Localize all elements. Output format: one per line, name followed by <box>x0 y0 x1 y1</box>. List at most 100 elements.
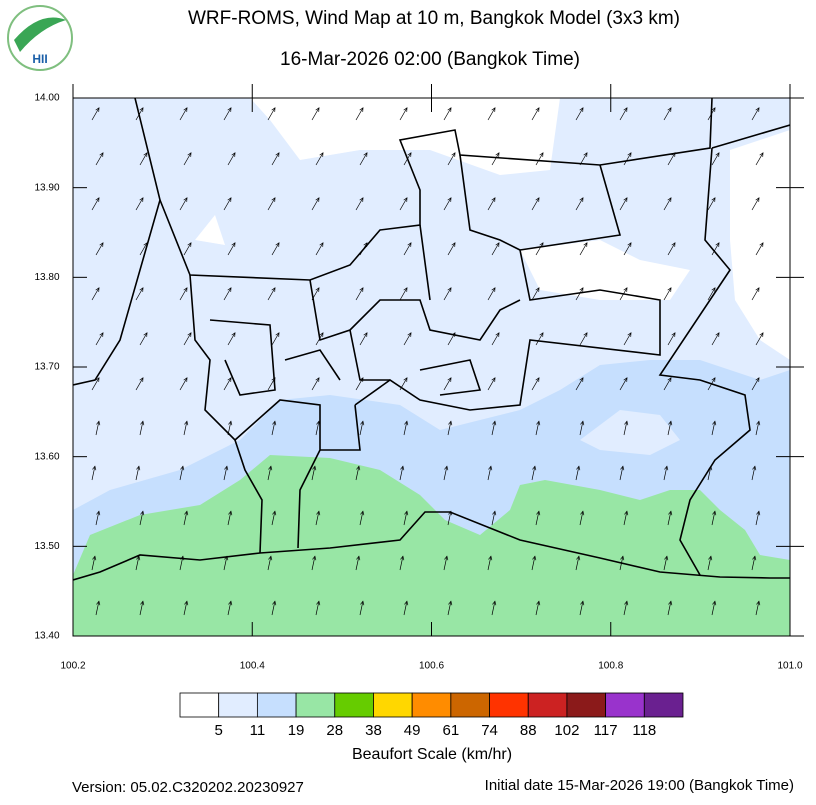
arrow-head <box>95 107 100 112</box>
arrow-shaft <box>315 601 320 616</box>
wind-arrow <box>663 555 669 571</box>
arrow-head <box>535 287 540 292</box>
arrow-shaft <box>663 287 672 301</box>
wind-arrow <box>531 197 540 211</box>
arrow-shaft <box>623 332 632 346</box>
wind-arrow <box>267 197 276 211</box>
arrow-head <box>319 332 324 337</box>
arrow-shaft <box>663 466 668 481</box>
wind-arrow <box>575 555 581 571</box>
arrow-head <box>99 242 104 247</box>
wind-arrow <box>91 197 100 211</box>
wind-arrow <box>95 510 101 526</box>
arrow-shaft <box>227 601 232 616</box>
wind-arrow <box>403 242 412 256</box>
arrow-head <box>580 420 585 426</box>
arrow-shaft <box>711 511 716 526</box>
wind-arrow <box>663 197 672 211</box>
arrow-head <box>139 107 144 112</box>
arrow-head <box>404 420 409 426</box>
arrow-shaft <box>663 197 672 211</box>
wind-arrow <box>95 152 104 166</box>
arrow-head <box>671 332 676 337</box>
wind-arrow <box>311 555 317 571</box>
arrow-shaft <box>355 197 364 211</box>
wind-arrow <box>135 465 141 481</box>
arrow-head <box>708 555 713 561</box>
arrow-shaft <box>619 377 628 391</box>
arrow-shaft <box>311 556 316 571</box>
arrow-shaft <box>751 197 760 211</box>
arrow-head <box>139 287 144 292</box>
arrow-head <box>492 420 497 426</box>
arrow-head <box>319 242 324 247</box>
wind-arrow <box>95 242 104 256</box>
arrow-shaft <box>487 466 492 481</box>
legend-swatch <box>179 692 220 718</box>
arrow-shaft <box>135 287 144 301</box>
arrow-shaft <box>487 287 496 301</box>
wind-arrow <box>403 600 409 616</box>
arrow-head <box>488 465 493 471</box>
arrow-head <box>579 197 584 202</box>
arrow-shaft <box>179 466 184 481</box>
arrow-shaft <box>91 197 100 211</box>
arrow-head <box>715 152 720 157</box>
logo: HII <box>7 5 73 71</box>
arrow-shaft <box>223 287 232 301</box>
wind-arrow <box>183 242 192 256</box>
arrow-shaft <box>579 511 584 526</box>
arrow-head <box>183 107 188 112</box>
wind-arrow <box>227 510 233 526</box>
lat-label: 13.70 <box>34 362 59 373</box>
wind-arrow <box>535 332 544 346</box>
wind-arrow <box>535 600 541 616</box>
arrow-head <box>403 107 408 112</box>
arrow-head <box>448 600 453 606</box>
wind-arrow <box>711 420 717 436</box>
legend-swatch <box>450 692 490 718</box>
arrow-shaft <box>183 152 192 166</box>
wind-arrow <box>95 332 104 346</box>
wind-arrow <box>491 332 500 346</box>
arrow-shaft <box>223 377 232 391</box>
arrow-shaft <box>227 332 236 346</box>
arrow-head <box>759 242 764 247</box>
arrow-shaft <box>223 466 228 481</box>
legend-swatch <box>218 692 258 718</box>
arrow-shaft <box>139 421 144 436</box>
arrow-shaft <box>531 107 540 121</box>
arrow-shaft <box>619 466 624 481</box>
arrow-shaft <box>443 377 452 391</box>
arrow-head <box>316 600 321 606</box>
arrow-head <box>711 107 716 112</box>
wind-arrow <box>223 465 229 481</box>
arrow-shaft <box>139 601 144 616</box>
arrow-shaft <box>623 511 628 526</box>
arrow-head <box>755 377 760 382</box>
wind-arrow <box>623 420 629 436</box>
legend-label: 61 <box>443 722 460 739</box>
arrow-shaft <box>579 601 584 616</box>
arrow-shaft <box>135 377 144 391</box>
wind-arrow <box>223 107 232 121</box>
arrow-head <box>535 377 540 382</box>
arrow-shaft <box>491 242 500 256</box>
arrow-head <box>99 332 104 337</box>
wind-arrow <box>755 600 761 616</box>
arrow-shaft <box>315 511 320 526</box>
arrow-head <box>579 287 584 292</box>
wind-arrow <box>443 555 449 571</box>
arrow-shaft <box>663 377 672 391</box>
arrow-shaft <box>487 556 492 571</box>
wind-arrow <box>139 420 145 436</box>
arrow-shaft <box>619 107 628 121</box>
arrow-head <box>403 197 408 202</box>
wind-arrow <box>399 287 408 301</box>
arrow-head <box>315 107 320 112</box>
wind-arrow <box>663 377 672 391</box>
arrow-shaft <box>271 511 276 526</box>
arrow-head <box>407 332 412 337</box>
arrow-head <box>95 287 100 292</box>
arrow-shaft <box>575 287 584 301</box>
